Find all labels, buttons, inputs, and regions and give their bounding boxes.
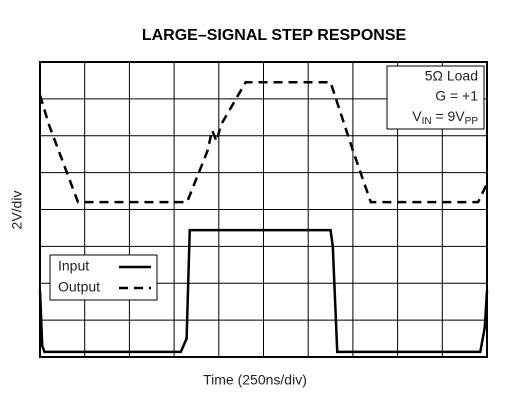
annotation-box — [386, 65, 485, 130]
annotation-part: IN — [422, 116, 432, 127]
plot-frame — [39, 61, 488, 358]
legend-label: Input — [58, 258, 89, 274]
series-line — [38, 228, 489, 354]
annotation: 5Ω Load — [425, 68, 478, 84]
legend-label: Output — [58, 279, 100, 295]
annotation-part: = 9V — [432, 108, 466, 124]
annotation-part: V — [412, 108, 422, 124]
annotation-part: PP — [465, 116, 479, 127]
chart-title: LARGE–SIGNAL STEP RESPONSE — [142, 27, 407, 44]
legend-box — [49, 254, 158, 301]
series-line — [38, 81, 489, 204]
annotation: VIN = 9VPP — [412, 108, 478, 127]
x-axis-label: Time (250ns/div) — [203, 372, 307, 388]
annotation: G = +1 — [435, 88, 478, 104]
y-axis-label: 2V/div — [9, 191, 25, 230]
